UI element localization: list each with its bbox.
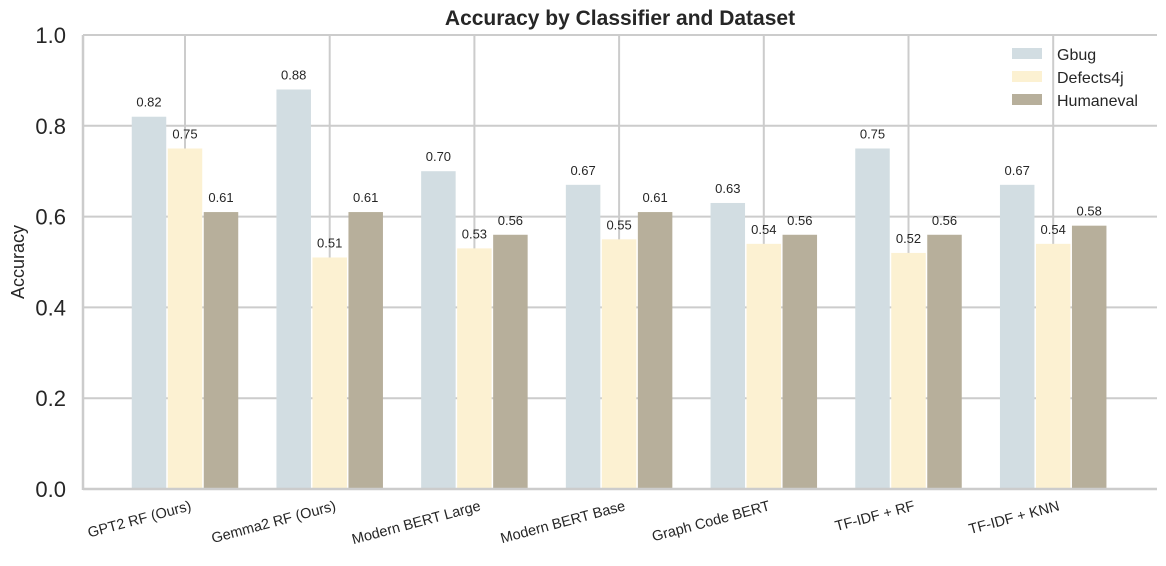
y-axis-label: Accuracy	[8, 225, 28, 299]
x-tick-label: Graph Code BERT	[650, 498, 772, 545]
data-label: 0.52	[896, 231, 921, 246]
bar-gbug	[855, 148, 890, 489]
data-label: 0.54	[751, 222, 776, 237]
legend-label: Humaneval	[1057, 93, 1138, 110]
data-label: 0.58	[1077, 204, 1102, 219]
bar-defects4j	[601, 239, 637, 489]
data-label: 0.75	[860, 127, 885, 142]
bar-gbug	[276, 89, 311, 489]
x-tick-labels: GPT2 RF (Ours) Gemma2 RF (Ours) Modern BER…	[86, 498, 1061, 548]
y-tick-label: 0.4	[35, 295, 66, 320]
bar-defects4j	[457, 248, 492, 489]
data-label: 0.63	[715, 181, 740, 196]
data-label: 0.54	[1041, 222, 1066, 237]
x-tick-label: Modern BERT Base	[499, 498, 627, 547]
y-tick-label: 0.0	[35, 477, 66, 502]
bar-defects4j	[312, 257, 347, 489]
data-label: 0.56	[498, 213, 523, 228]
y-tick-label: 0.8	[35, 114, 66, 139]
data-label: 0.67	[570, 163, 595, 178]
data-labels: 0.82 0.88 0.70 0.67 0.63 0.75 0.67 0.75 0.51 0.53…	[136, 67, 1102, 250]
legend-swatch-humaneval	[1012, 94, 1042, 105]
legend-label: Gbug	[1057, 47, 1096, 64]
y-tick-label: 0.2	[35, 386, 66, 411]
data-label: 0.88	[281, 67, 306, 82]
data-label: 0.51	[317, 235, 342, 250]
data-label: 0.56	[787, 213, 812, 228]
bars	[131, 89, 1107, 490]
data-label: 0.61	[353, 190, 378, 205]
bar-humaneval	[493, 234, 528, 489]
bar-gbug	[710, 202, 746, 490]
bar-gbug	[999, 184, 1035, 489]
data-label: 0.61	[208, 190, 233, 205]
legend-swatch-gbug	[1012, 48, 1042, 59]
x-tick-label: TF-IDF + RF	[833, 498, 916, 535]
bar-defects4j	[746, 243, 782, 489]
data-label: 0.70	[426, 149, 451, 164]
x-tick-label: Gemma2 RF (Ours)	[210, 498, 338, 547]
y-tick-label: 0.6	[35, 205, 66, 230]
y-tick-label: 1.0	[35, 23, 66, 48]
bar-defects4j	[1035, 243, 1071, 489]
bar-humaneval	[927, 234, 962, 489]
bar-gbug	[131, 116, 167, 489]
data-label: 0.61	[642, 190, 667, 205]
axes	[81, 35, 1157, 491]
data-label: 0.82	[136, 95, 161, 110]
bar-humaneval	[1071, 225, 1107, 489]
data-label: 0.56	[932, 213, 957, 228]
data-label: 0.75	[172, 127, 197, 142]
bar-humaneval	[203, 212, 239, 489]
legend-swatch-defects4j	[1012, 71, 1042, 82]
bar-humaneval	[637, 212, 673, 489]
data-label: 0.53	[462, 226, 487, 241]
x-tick-label: Modern BERT Large	[350, 498, 482, 548]
x-tick-label: GPT2 RF (Ours)	[86, 498, 193, 541]
bar-gbug	[565, 184, 601, 489]
legend-label: Defects4j	[1057, 70, 1124, 87]
bar-humaneval	[348, 212, 383, 489]
y-tick-labels: 0.0 0.2 0.4 0.6 0.8 1.0	[35, 23, 66, 502]
data-label: 0.67	[1005, 163, 1030, 178]
data-label: 0.55	[606, 217, 631, 232]
bar-defects4j	[167, 148, 203, 489]
bar-defects4j	[891, 252, 926, 489]
legend: Gbug Defects4j Humaneval	[1012, 47, 1138, 110]
x-tick-label: TF-IDF + KNN	[967, 498, 1061, 538]
chart-title: Accuracy by Classifier and Dataset	[445, 7, 795, 30]
bar-gbug	[421, 171, 456, 489]
bar-humaneval	[782, 234, 818, 489]
